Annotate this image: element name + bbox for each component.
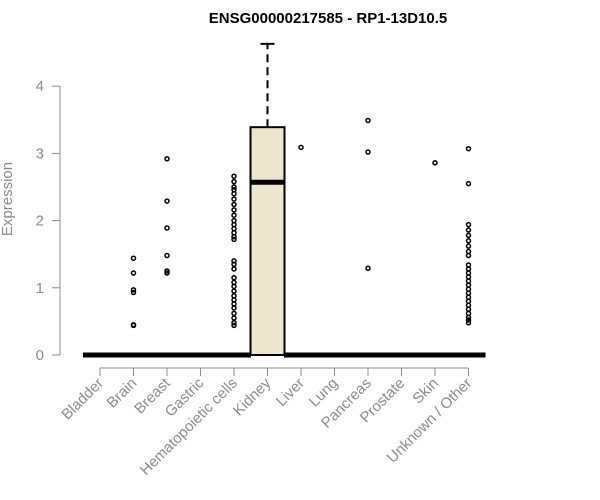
outlier-point bbox=[231, 201, 237, 208]
outlier-point bbox=[231, 293, 237, 299]
outlier-point bbox=[465, 232, 472, 239]
x-tick-label: Liver bbox=[273, 375, 308, 410]
outlier-point bbox=[231, 315, 237, 321]
outlier-point bbox=[465, 243, 472, 249]
outlier-point bbox=[231, 212, 237, 218]
outlier-point bbox=[130, 322, 137, 328]
outlier-point bbox=[365, 117, 371, 124]
outlier-point bbox=[164, 156, 170, 162]
outlier-point bbox=[465, 180, 472, 187]
outlier-point bbox=[231, 196, 237, 202]
outlier-point bbox=[164, 198, 170, 204]
plot-area: 01234BladderBrainBreastGastricHematopoie… bbox=[36, 42, 486, 479]
outlier-point bbox=[231, 236, 237, 243]
outlier-point bbox=[365, 265, 371, 272]
outlier-point bbox=[465, 317, 472, 323]
chart-title: ENSG00000217585 - RP1-13D10.5 bbox=[209, 10, 448, 27]
x-tick-label: Kidney bbox=[230, 374, 275, 419]
outlier-point bbox=[465, 248, 472, 255]
y-axis-label: Expression bbox=[0, 162, 16, 236]
outlier-point bbox=[465, 262, 472, 268]
outlier-point bbox=[130, 270, 137, 276]
outlier-point bbox=[231, 178, 237, 185]
outlier-point bbox=[298, 144, 304, 151]
outlier-point bbox=[231, 173, 237, 179]
x-tick-label: Bladder bbox=[58, 375, 107, 424]
outlier-point bbox=[465, 145, 472, 152]
y-tick-label: 1 bbox=[36, 280, 44, 297]
outlier-point bbox=[164, 268, 170, 274]
outlier-point bbox=[231, 207, 237, 213]
outlier-point bbox=[465, 319, 472, 326]
outlier-point bbox=[231, 274, 237, 281]
outlier-point bbox=[164, 270, 170, 276]
y-tick-label: 3 bbox=[36, 145, 44, 162]
outlier-point bbox=[231, 186, 237, 193]
outlier-point bbox=[130, 287, 137, 293]
outlier-point bbox=[432, 160, 438, 166]
outlier-point bbox=[231, 217, 237, 224]
outlier-point bbox=[164, 225, 170, 231]
outlier-point bbox=[231, 266, 237, 272]
outlier-point bbox=[465, 221, 472, 228]
outlier-point bbox=[231, 310, 237, 317]
outlier-point bbox=[231, 279, 237, 286]
outlier-point bbox=[231, 258, 237, 264]
outlier-point bbox=[130, 255, 137, 261]
outlier-point bbox=[231, 184, 237, 190]
y-tick-label: 0 bbox=[36, 347, 44, 364]
outlier-point bbox=[164, 252, 170, 259]
outlier-point bbox=[130, 289, 137, 296]
y-tick-label: 4 bbox=[36, 78, 44, 95]
outlier-point bbox=[231, 322, 237, 329]
y-tick-label: 2 bbox=[36, 213, 44, 230]
outlier-point bbox=[465, 238, 472, 244]
outlier-point bbox=[231, 288, 237, 294]
box bbox=[249, 126, 286, 356]
outlier-point bbox=[465, 227, 472, 233]
outlier-point bbox=[365, 149, 371, 155]
